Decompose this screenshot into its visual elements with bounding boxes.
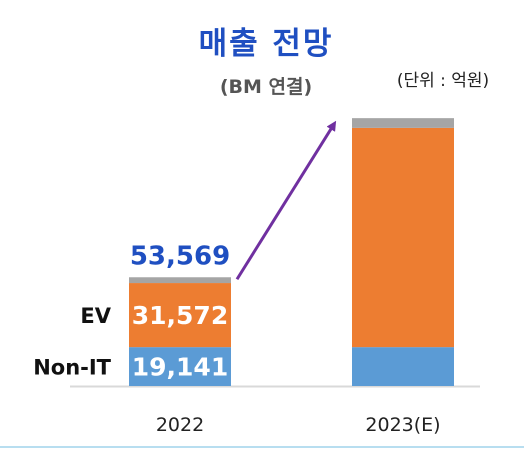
x-tick-label: 2022 xyxy=(156,414,204,436)
bar-other-0 xyxy=(129,277,231,284)
page-subtitle: (BM 연결) xyxy=(219,76,313,98)
bar-ev-1 xyxy=(352,127,454,348)
growth-arrow xyxy=(235,120,337,281)
bar-other-1 xyxy=(352,118,454,128)
legend-label: Non-IT xyxy=(33,356,111,380)
total-label: 53,569 xyxy=(130,241,230,271)
bar-non-it-0 xyxy=(129,347,231,386)
page-title: 매출 전망 xyxy=(198,26,334,62)
bottom-divider xyxy=(0,446,524,448)
bar-non-it-1 xyxy=(352,347,454,386)
x-tick-label: 2023(E) xyxy=(365,414,440,436)
legend-label: EV xyxy=(80,304,111,328)
bar-ev-0 xyxy=(129,283,231,348)
unit-label: (단위 : 억원) xyxy=(396,71,490,91)
data-label: 31,572 xyxy=(132,301,228,330)
data-label: 19,141 xyxy=(132,353,228,382)
